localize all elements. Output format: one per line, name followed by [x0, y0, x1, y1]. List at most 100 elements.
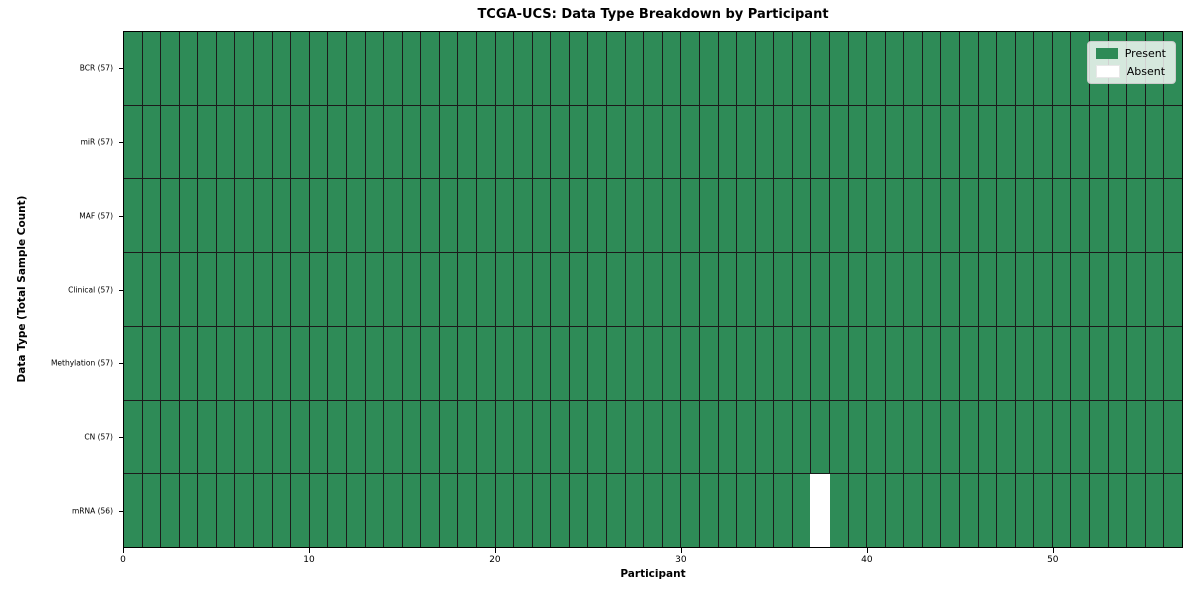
heatmap-cell-present [681, 253, 700, 326]
heatmap-cell-present [1015, 105, 1035, 179]
heatmap-cell-present [792, 474, 812, 548]
heatmap-cell-present [681, 179, 700, 253]
heatmap-cell-present [179, 326, 199, 400]
heatmap-cell-present [1164, 179, 1182, 253]
heatmap-cell-present [718, 400, 738, 474]
heatmap-cell-present [699, 32, 719, 105]
heatmap-cell-present [532, 32, 552, 105]
heatmap-cell-present [867, 326, 886, 400]
heatmap-cell-present [774, 474, 793, 548]
heatmap-cell-present [291, 326, 310, 400]
heatmap-cell-present [978, 400, 998, 474]
heatmap-cell-present [402, 105, 422, 179]
heatmap-cell-present [978, 105, 998, 179]
heatmap-cell-present [960, 326, 979, 400]
heatmap-cell-present [346, 105, 366, 179]
heatmap-cell-present [439, 32, 459, 105]
heatmap-cell-present [755, 326, 775, 400]
heatmap-cell-present [254, 326, 273, 400]
heatmap-cell-present [198, 253, 217, 326]
x-axis: 0 10 20 30 40 50 [120, 548, 1183, 576]
heatmap-cell-present [421, 32, 440, 105]
legend: Present Absent [1086, 41, 1176, 84]
heatmap-cell-present [1034, 105, 1053, 179]
heatmap-cell-present [1071, 179, 1091, 253]
heatmap-cell-present [774, 253, 793, 326]
heatmap-cell-present [551, 474, 570, 548]
heatmap-cell-present [625, 105, 645, 179]
heatmap-cell-present [458, 400, 477, 474]
heatmap-cell-present [309, 105, 329, 179]
heatmap-cell-present [978, 326, 998, 400]
heatmap-cell-present [922, 253, 942, 326]
heatmap-cell-present [1108, 105, 1128, 179]
heatmap-cell-present [439, 105, 459, 179]
x-tick-label: 10 [303, 555, 315, 565]
heatmap-cell-present [198, 326, 217, 400]
y-tick-mark [118, 289, 123, 291]
heatmap-cell-present [867, 32, 886, 105]
heatmap-cell-present [402, 474, 422, 548]
heatmap-cell-present [737, 474, 756, 548]
heatmap-cell-present [662, 32, 682, 105]
heatmap-cell-present [867, 179, 886, 253]
y-axis: BCR (57) miR (57) MAF (57) Clinical (57) Met… [0, 31, 123, 548]
y-axis-label: Data Type (Total Sample Count) [16, 195, 28, 383]
heatmap-cell-present [1127, 253, 1146, 326]
heatmap-cell-present [328, 400, 347, 474]
heatmap-cell-present [662, 105, 682, 179]
heatmap-cell-present [1015, 326, 1035, 400]
heatmap-cell-present [476, 326, 496, 400]
heatmap-cell-present [551, 400, 570, 474]
heatmap-cell-present [458, 32, 477, 105]
heatmap-cell-present [699, 400, 719, 474]
heatmap-cell-present [1108, 179, 1128, 253]
heatmap-cell-present [216, 400, 236, 474]
heatmap-cell-present [904, 253, 923, 326]
heatmap-cell-present [346, 179, 366, 253]
heatmap-cell-present [346, 400, 366, 474]
heatmap-cell-present [885, 32, 905, 105]
heatmap-cell-present [922, 105, 942, 179]
legend-label-absent: Absent [1126, 65, 1166, 78]
heatmap-cell-present [514, 105, 533, 179]
heatmap-cell-present [1127, 400, 1146, 474]
heatmap-cell-present [551, 253, 570, 326]
heatmap-cell-present [644, 474, 663, 548]
heatmap-cell-present [421, 400, 440, 474]
heatmap-cell-present [365, 400, 385, 474]
heatmap-cell-present [1015, 32, 1035, 105]
heatmap-cell-present [439, 400, 459, 474]
heatmap-cell-present [1108, 326, 1128, 400]
heatmap-cell-present [328, 32, 347, 105]
heatmap-cell-present [421, 326, 440, 400]
y-tick-label: miR (57) [80, 137, 113, 147]
heatmap-cell-present [1108, 400, 1128, 474]
heatmap-cell-present [699, 474, 719, 548]
heatmap-cell-present [495, 474, 515, 548]
heatmap-cell-present [960, 179, 979, 253]
heatmap-cell-present [625, 253, 645, 326]
heatmap-cell-present [588, 179, 608, 253]
heatmap-cell-present [1145, 474, 1165, 548]
heatmap-cell-present [644, 400, 663, 474]
heatmap-cell-present [495, 105, 515, 179]
heatmap-cell-present [439, 326, 459, 400]
heatmap-cell-present [997, 179, 1016, 253]
heatmap-cell-present [124, 474, 143, 548]
heatmap-cell-present [1145, 253, 1165, 326]
heatmap-cell-present [1145, 400, 1165, 474]
heatmap-cell-present [829, 474, 849, 548]
heatmap-cell-present [476, 32, 496, 105]
heatmap-cell-present [737, 253, 756, 326]
heatmap-cell-present [124, 400, 143, 474]
heatmap-cell-present [922, 32, 942, 105]
heatmap-cell-present [402, 326, 422, 400]
heatmap-cell-present [755, 179, 775, 253]
heatmap-cell-present [142, 32, 162, 105]
heatmap-cell-present [1145, 179, 1165, 253]
heatmap-cell-present [161, 326, 180, 400]
heatmap-row-cn [124, 400, 1182, 475]
heatmap-cell-present [1127, 179, 1146, 253]
heatmap-cell-present [532, 474, 552, 548]
